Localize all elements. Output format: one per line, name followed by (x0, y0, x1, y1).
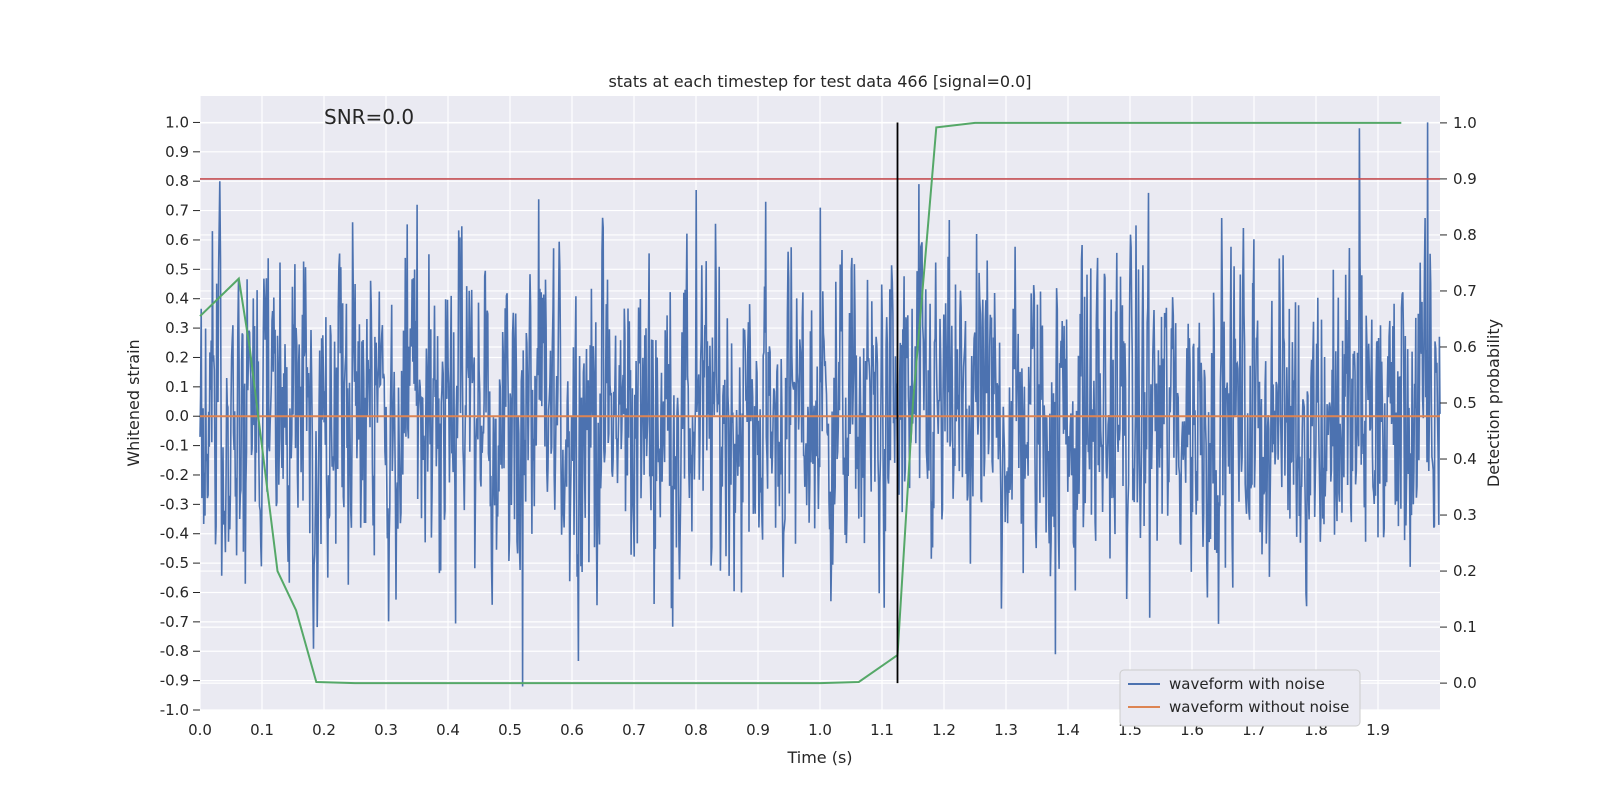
data-layer (199, 121, 1441, 687)
snr-annotation: SNR=0.0 (324, 105, 414, 129)
y2-tick-label: 1.0 (1453, 114, 1477, 132)
x-tick-label: 0.6 (560, 721, 584, 739)
legend-label-waveform-without-noise: waveform without noise (1169, 698, 1349, 716)
x-axis-label: Time (s) (786, 748, 852, 767)
x-tick-label: 1.3 (994, 721, 1018, 739)
y-tick-label: 0.4 (165, 290, 189, 308)
y-tick-label: -0.7 (160, 613, 189, 631)
y-tick-label: 0.6 (165, 231, 189, 249)
series-detection-probability (199, 121, 1402, 685)
x-tick-label: 1.2 (932, 721, 956, 739)
y2-tick-label: 0.4 (1453, 450, 1477, 468)
y-tick-label: 0.5 (165, 260, 189, 278)
y-tick-label: 0.9 (165, 143, 189, 161)
y-tick-label: 0.1 (165, 378, 189, 396)
x-tick-label: 0.7 (622, 721, 646, 739)
y2-tick-label: 0.7 (1453, 282, 1477, 300)
x-tick-label: 0.1 (250, 721, 274, 739)
y-tick-label: 0.8 (165, 172, 189, 190)
y2-tick-label: 0.8 (1453, 226, 1477, 244)
x-tick-label: 1.1 (870, 721, 894, 739)
y2-tick-label: 0.5 (1453, 394, 1477, 412)
y-tick-label: -0.2 (160, 466, 189, 484)
y-tick-label: 0.2 (165, 348, 189, 366)
y-tick-label: -1.0 (160, 701, 189, 719)
x-tick-label: 0.9 (746, 721, 770, 739)
y-tick-label: 0.7 (165, 202, 189, 220)
y2-tick-label: 0.6 (1453, 338, 1477, 356)
y2-tick-label: 0.0 (1453, 674, 1477, 692)
x-tick-label: 0.5 (498, 721, 522, 739)
legend: waveform with noise waveform without noi… (1119, 669, 1361, 727)
y2-tick-label: 0.1 (1453, 618, 1477, 636)
y-tick-label: -0.1 (160, 437, 189, 455)
y-axis-label: Whitened strain (124, 339, 143, 466)
x-tick-label: 0.8 (684, 721, 708, 739)
series-waveform-with-noise (199, 122, 1441, 687)
axes: 0.0 0.1 0.2 0.3 0.4 0.5 0.6 0.7 0.8 0.9 1.0 1.1 1.2 1… (160, 113, 1477, 739)
y-tick-label: -0.5 (160, 554, 189, 572)
y-tick-label: -0.9 (160, 672, 189, 690)
y2-axis-label: Detection probability (1484, 319, 1503, 487)
y-tick-label: 0.3 (165, 319, 189, 337)
y-tick-label: -0.8 (160, 642, 189, 660)
y-tick-label: -0.6 (160, 583, 189, 601)
x-tick-label: 1.4 (1056, 721, 1080, 739)
x-tick-label: 0.0 (188, 721, 212, 739)
legend-label-waveform-with-noise: waveform with noise (1169, 675, 1325, 693)
y2-tick-label: 0.2 (1453, 562, 1477, 580)
legend-box (1119, 669, 1361, 727)
x-tick-label: 0.4 (436, 721, 460, 739)
chart-title: stats at each timestep for test data 466… (608, 72, 1031, 91)
y2-tick-label: 0.9 (1453, 170, 1477, 188)
x-tick-label: 0.2 (312, 721, 336, 739)
x-tick-label: 1.0 (808, 721, 832, 739)
y2-tick-label: 0.3 (1453, 506, 1477, 524)
y-tick-label: -0.3 (160, 495, 189, 513)
x-tick-label: 1.9 (1366, 721, 1390, 739)
y-tick-label: -0.4 (160, 525, 189, 543)
x-tick-label: 0.3 (374, 721, 398, 739)
y-tick-label: 0.0 (165, 407, 189, 425)
y-tick-label: 1.0 (165, 113, 189, 131)
